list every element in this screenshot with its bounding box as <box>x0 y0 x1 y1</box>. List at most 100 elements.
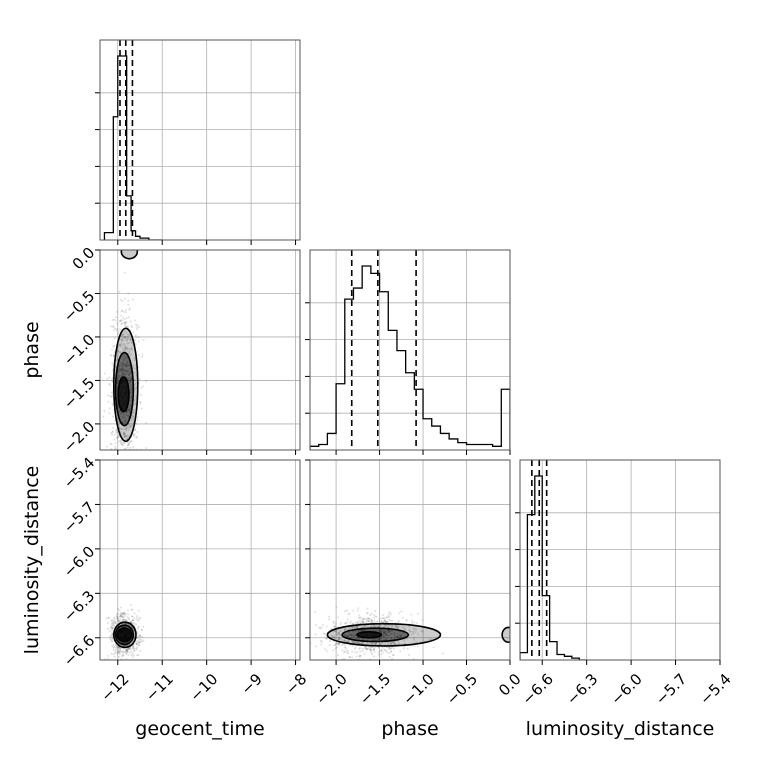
sample-point <box>124 364 127 367</box>
sample-point <box>344 639 347 642</box>
sample-point <box>130 424 133 427</box>
sample-point <box>381 630 384 633</box>
sample-point <box>125 321 128 324</box>
sample-point <box>103 410 106 413</box>
sample-point <box>389 647 392 650</box>
sample-point <box>124 468 126 470</box>
sample-point <box>322 632 325 635</box>
sample-point <box>123 644 126 647</box>
sample-point <box>369 647 372 650</box>
sample-point <box>133 403 136 406</box>
sample-point <box>111 431 114 434</box>
sample-point <box>125 338 128 341</box>
sample-point <box>365 621 368 624</box>
sample-point <box>113 474 115 476</box>
sample-point <box>345 651 348 654</box>
sample-point <box>117 619 120 622</box>
sample-point <box>366 647 369 650</box>
sample-point <box>113 618 116 621</box>
sample-point <box>374 615 377 618</box>
x-tick-label: −6.6 <box>518 670 556 708</box>
sample-point <box>138 644 141 647</box>
sample-point <box>120 612 123 615</box>
sample-point <box>120 322 123 325</box>
sample-point <box>136 661 138 663</box>
sample-point <box>389 642 392 645</box>
sample-point <box>392 641 395 644</box>
sample-point <box>123 432 126 435</box>
sample-point <box>372 649 375 652</box>
sample-point <box>380 653 383 656</box>
sample-point <box>383 629 386 632</box>
sample-point <box>136 324 139 327</box>
sample-point <box>116 616 119 619</box>
sample-point <box>125 434 128 437</box>
sample-point <box>335 642 338 645</box>
sample-point <box>366 607 369 610</box>
sample-point <box>125 331 128 334</box>
sample-point <box>129 338 132 341</box>
sample-point <box>133 435 136 438</box>
sample-point <box>357 617 360 620</box>
sample-point <box>388 634 391 637</box>
sample-point <box>337 636 340 639</box>
sample-point <box>113 463 115 465</box>
sample-point <box>384 634 387 637</box>
sample-point <box>336 632 339 635</box>
sample-point <box>370 642 373 645</box>
sample-point <box>122 333 125 336</box>
sample-point <box>408 625 411 628</box>
sample-point <box>357 641 360 644</box>
sample-point <box>356 641 359 644</box>
x-tick-label: −11 <box>142 670 177 705</box>
sample-point <box>378 630 381 633</box>
sample-point <box>332 620 335 623</box>
sample-point <box>118 376 121 379</box>
sample-point <box>122 337 125 340</box>
sample-point <box>368 617 371 620</box>
sample-point <box>389 636 392 639</box>
sample-point <box>129 620 132 623</box>
sample-point <box>360 616 363 619</box>
sample-point <box>126 349 129 352</box>
sample-point <box>124 619 127 622</box>
panel-geocent_time-hist <box>95 39 301 245</box>
sample-point <box>115 613 118 616</box>
sample-point <box>127 617 130 620</box>
sample-point <box>369 613 372 616</box>
sample-point <box>130 654 133 657</box>
sample-point <box>107 400 110 403</box>
sample-point <box>119 439 122 442</box>
sample-point <box>127 374 130 377</box>
sample-point <box>361 618 364 621</box>
sample-point <box>349 626 352 629</box>
sample-point <box>117 620 120 623</box>
panel-phase-vs-luminosity_distance <box>305 459 511 665</box>
sample-point <box>136 619 139 622</box>
sample-point <box>368 620 371 623</box>
sample-point <box>112 453 114 455</box>
sample-point <box>134 382 137 385</box>
sample-point <box>130 391 133 394</box>
sample-point <box>122 666 124 668</box>
sample-point <box>401 616 404 619</box>
sample-point <box>115 644 118 647</box>
sample-point <box>122 349 125 352</box>
sample-point <box>319 639 322 642</box>
sample-point <box>380 628 383 631</box>
sample-point <box>350 633 353 636</box>
sample-point <box>118 609 121 612</box>
sample-point <box>357 642 360 645</box>
sample-point <box>122 333 125 336</box>
sample-point <box>111 376 114 379</box>
sample-point <box>132 647 135 650</box>
panel-luminosity_distance-hist <box>515 459 721 665</box>
sample-point <box>131 645 134 648</box>
sample-point <box>376 625 379 628</box>
sample-point <box>377 628 380 631</box>
sample-point <box>391 625 394 628</box>
sample-point <box>124 650 127 653</box>
sample-point <box>110 443 113 446</box>
sample-point <box>366 629 369 632</box>
sample-point <box>126 371 129 374</box>
